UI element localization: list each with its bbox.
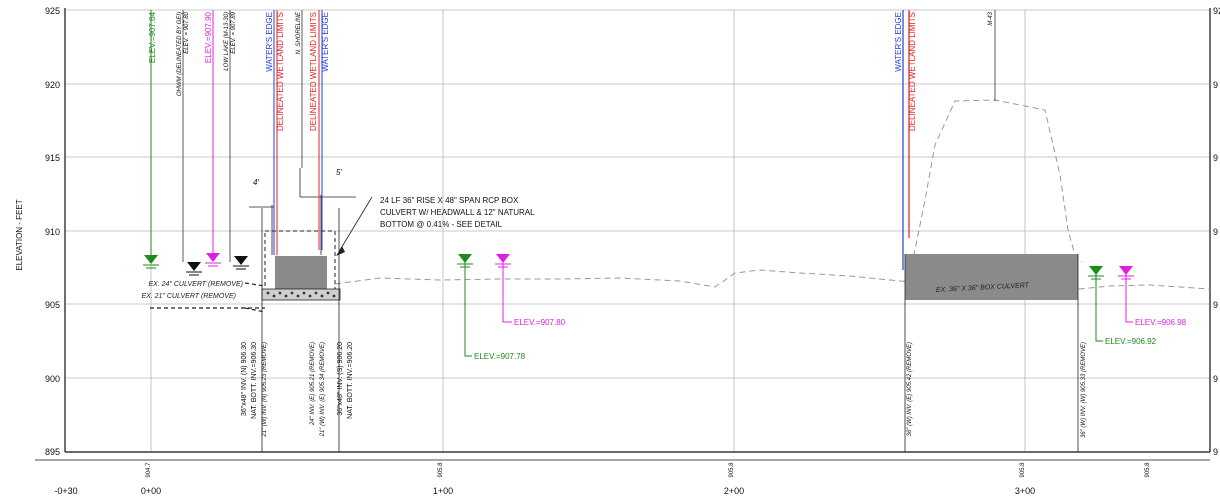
x-tick: 2+00 [724,486,744,496]
invert-label: NAT. BOTT. INV.=906.20 [347,342,354,419]
y-tick: 900 [45,374,60,384]
x-tick: 3+00 [1015,486,1035,496]
dim-4-label: 4' [253,178,259,187]
culvert-note-line-1: 24 LF 36" RISE X 48" SPAN RCP BOX [380,196,519,205]
low-lake-label: LOW LAKE (M-13-30) [224,12,230,71]
box-culvert-label: EX. 36" X 36" BOX CULVERT [936,282,1030,294]
ohwm-label: OHWM (DELINEATED BY GEI) [177,12,183,96]
m43-label: M-43 [988,11,994,25]
water-edge-label-2: WATER'S EDGE [321,12,330,72]
water-marker-magenta-2 [495,254,511,268]
grade-label: 905.8 [1145,462,1151,478]
y-tick: 905 [45,300,60,310]
ex-culvert-24-label: EX. 24" CULVERT (REMOVE) [148,281,243,288]
dim-5-label: 5' [336,168,342,177]
proposed-box-culvert [249,168,373,452]
wetland-label-2: DELINEATED WETLAND LIMITS [309,12,318,131]
invert-label: 21" (W) INV. (N) 905.23 (REMOVE) [262,342,268,438]
y-tick: 915 [45,153,60,163]
elev-label-magenta-3: ELEV.=906.98 [1135,318,1187,327]
wetland-label-3: DELINEATED WETLAND LIMITS [908,12,917,131]
water-marker-black-1 [186,262,202,276]
culvert-note-line-2: CULVERT W/ HEADWALL & 12" NATURAL [380,208,535,217]
right-tick: 9 [1213,227,1218,237]
water-marker-green-1 [143,255,159,269]
grade-label: 904.7 [146,462,152,478]
water-edge-label-1: WATER'S EDGE [265,12,274,72]
ex-culvert-21-label: EX. 21" CULVERT (REMOVE) [141,293,236,300]
culvert-note-line-3: BOTTOM @ 0.41% - SEE DETAIL [380,220,503,229]
elev-label-green-2: ELEV.=907.78 [474,352,526,361]
water-marker-magenta-1 [205,253,221,267]
invert-label: 24" INV. (E) 905.21 (REMOVE) [310,342,316,426]
water-marker-green-3 [1088,266,1104,280]
y-tick: 920 [45,80,60,90]
right-tick: 9 [1213,447,1218,457]
elev-label-green-3: ELEV.=906.92 [1105,337,1157,346]
right-tick: 9 [1213,374,1218,384]
x-tick: 1+00 [433,486,453,496]
existing-ground-line [334,269,1211,291]
magenta-leader-3 [1125,274,1133,323]
frame [35,8,1211,461]
wetland-label-1: DELINEATED WETLAND LIMITS [276,12,285,131]
right-tick: 9 [1213,300,1218,310]
x-tick: 0+00 [141,486,161,496]
x-tick: -0+30 [54,486,77,496]
y-tick: 925 [45,6,60,16]
right-tick: 9 [1213,80,1218,90]
invert-label: 36" (W) INV. (W) 905.33 (REMOVE) [1081,342,1087,438]
grid [65,9,1210,452]
existing-box-culvert [905,254,1078,300]
grade-label: 905.8 [729,462,735,478]
right-tick: 9 [1213,153,1218,163]
green-leader-3 [1095,274,1103,342]
grade-label: 905.8 [1020,462,1026,478]
magenta-leader-2 [502,262,512,323]
right-tick: 925 [1213,6,1220,16]
ohwm-elev-label: ELEV. = 907.80 [184,11,190,53]
y-tick: 910 [45,227,60,237]
invert-label: NAT. BOTT. INV.=906.30 [251,342,258,419]
elev-label-magenta-1: ELEV.=907.90 [204,11,213,63]
invert-label: 36"x48" INV. (N) 906.30 [241,342,248,416]
invert-label: 36" (W) INV. (E) 905.42 (REMOVE) [907,342,913,436]
water-edge-label-3: WATER'S EDGE [894,12,903,72]
invert-label: 21" (W) INV. (E) 905.34 (REMOVE) [320,342,326,437]
water-marker-black-2 [233,256,249,270]
green-leader-2 [464,262,472,357]
y-tick: 895 [45,447,60,457]
y-axis-title: ELEVATION - FEET [15,199,24,270]
grade-label: 905.8 [438,462,444,478]
invert-label: 36"x48" INV. (S) 906.20 [337,342,344,416]
water-marker-green-2 [457,254,473,268]
shoreline-label: N. SHORELINE [296,11,302,54]
water-marker-magenta-3 [1118,266,1134,280]
elev-label-green-1: ELEV.=907.64 [148,11,157,63]
elev-label-magenta-2: ELEV.=907.80 [514,318,566,327]
low-lake-elev-label: ELEV. = 907.89 [231,11,237,53]
